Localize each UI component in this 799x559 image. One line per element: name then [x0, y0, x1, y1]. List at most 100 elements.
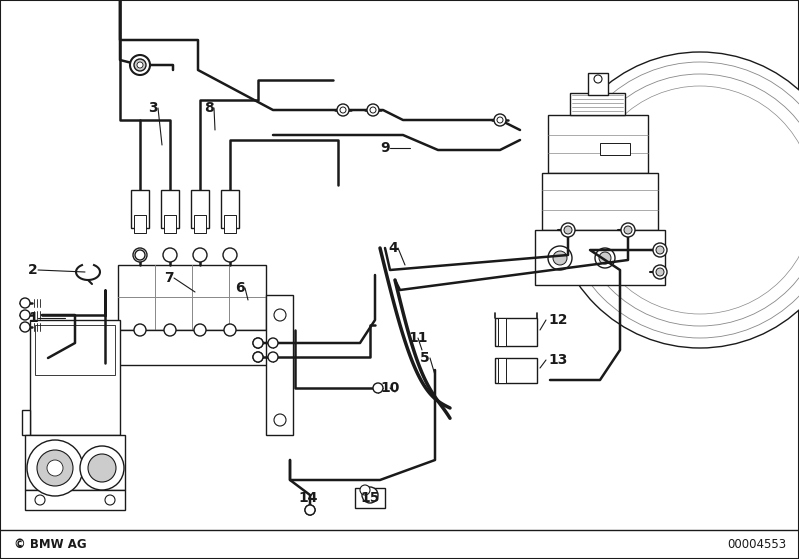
Circle shape: [564, 226, 572, 234]
Circle shape: [47, 460, 63, 476]
Bar: [498, 358, 506, 383]
Bar: [221, 190, 239, 228]
Circle shape: [134, 324, 146, 336]
Bar: [498, 318, 506, 346]
Text: 00004553: 00004553: [727, 538, 786, 551]
Bar: [110, 330, 275, 365]
Circle shape: [552, 52, 799, 348]
Polygon shape: [548, 115, 648, 173]
Polygon shape: [535, 230, 665, 285]
Circle shape: [20, 298, 30, 308]
Bar: [224, 215, 236, 233]
Bar: [118, 265, 266, 330]
Circle shape: [360, 485, 370, 495]
Circle shape: [253, 352, 263, 362]
Circle shape: [574, 74, 799, 326]
Text: 3: 3: [148, 101, 157, 115]
Circle shape: [130, 55, 150, 75]
Text: 15: 15: [360, 491, 380, 505]
Bar: [588, 73, 608, 95]
Text: 5: 5: [420, 351, 430, 365]
Circle shape: [621, 223, 635, 237]
Text: © BMW AG: © BMW AG: [14, 538, 86, 551]
Circle shape: [595, 248, 615, 268]
Text: 14: 14: [298, 491, 317, 505]
Text: 4: 4: [388, 241, 398, 255]
Circle shape: [253, 338, 263, 348]
Bar: [194, 215, 206, 233]
Circle shape: [134, 59, 146, 71]
Circle shape: [653, 265, 667, 279]
Circle shape: [624, 226, 632, 234]
Circle shape: [223, 248, 237, 262]
Text: 13: 13: [548, 353, 567, 367]
Bar: [164, 215, 176, 233]
Bar: [35, 325, 115, 375]
Circle shape: [562, 62, 799, 338]
Polygon shape: [30, 320, 120, 435]
Circle shape: [135, 250, 145, 260]
Circle shape: [594, 75, 602, 83]
Bar: [191, 190, 209, 228]
Bar: [600, 143, 630, 155]
Circle shape: [274, 414, 286, 426]
Circle shape: [494, 114, 506, 126]
Circle shape: [337, 104, 349, 116]
Circle shape: [653, 243, 667, 257]
Circle shape: [224, 324, 236, 336]
Text: 1: 1: [28, 311, 38, 325]
Bar: [131, 190, 149, 228]
Circle shape: [163, 248, 177, 262]
Circle shape: [553, 251, 567, 265]
Circle shape: [253, 338, 263, 348]
Circle shape: [586, 86, 799, 314]
Polygon shape: [570, 93, 625, 115]
Circle shape: [253, 352, 263, 362]
Circle shape: [20, 322, 30, 332]
Circle shape: [37, 450, 73, 486]
Text: 6: 6: [235, 281, 244, 295]
Circle shape: [370, 107, 376, 113]
Circle shape: [105, 495, 115, 505]
Text: 8: 8: [204, 101, 214, 115]
Circle shape: [367, 104, 379, 116]
Circle shape: [599, 252, 611, 264]
Circle shape: [497, 117, 503, 123]
Circle shape: [268, 338, 278, 348]
Circle shape: [268, 352, 278, 362]
Circle shape: [35, 495, 45, 505]
Bar: [495, 318, 537, 346]
Circle shape: [133, 248, 147, 262]
Circle shape: [20, 310, 30, 320]
Circle shape: [80, 446, 124, 490]
Bar: [495, 358, 537, 383]
Circle shape: [274, 309, 286, 321]
Circle shape: [656, 268, 664, 276]
Polygon shape: [266, 295, 293, 435]
Circle shape: [656, 246, 664, 254]
Circle shape: [27, 440, 83, 496]
Circle shape: [362, 487, 378, 503]
Text: 12: 12: [548, 313, 567, 327]
Bar: [25, 490, 125, 510]
Circle shape: [305, 505, 315, 515]
Circle shape: [137, 62, 143, 68]
Text: 7: 7: [164, 271, 173, 285]
Polygon shape: [542, 173, 658, 230]
Circle shape: [193, 248, 207, 262]
Bar: [355, 488, 385, 508]
Circle shape: [164, 324, 176, 336]
Circle shape: [340, 107, 346, 113]
Text: 2: 2: [28, 263, 38, 277]
Bar: [25, 435, 125, 490]
Circle shape: [561, 223, 575, 237]
Text: 10: 10: [380, 381, 400, 395]
Circle shape: [305, 505, 315, 515]
Circle shape: [88, 454, 116, 482]
Text: 11: 11: [408, 331, 427, 345]
Bar: [161, 190, 179, 228]
Text: 9: 9: [380, 141, 390, 155]
Circle shape: [373, 383, 383, 393]
Circle shape: [194, 324, 206, 336]
Polygon shape: [22, 410, 30, 435]
